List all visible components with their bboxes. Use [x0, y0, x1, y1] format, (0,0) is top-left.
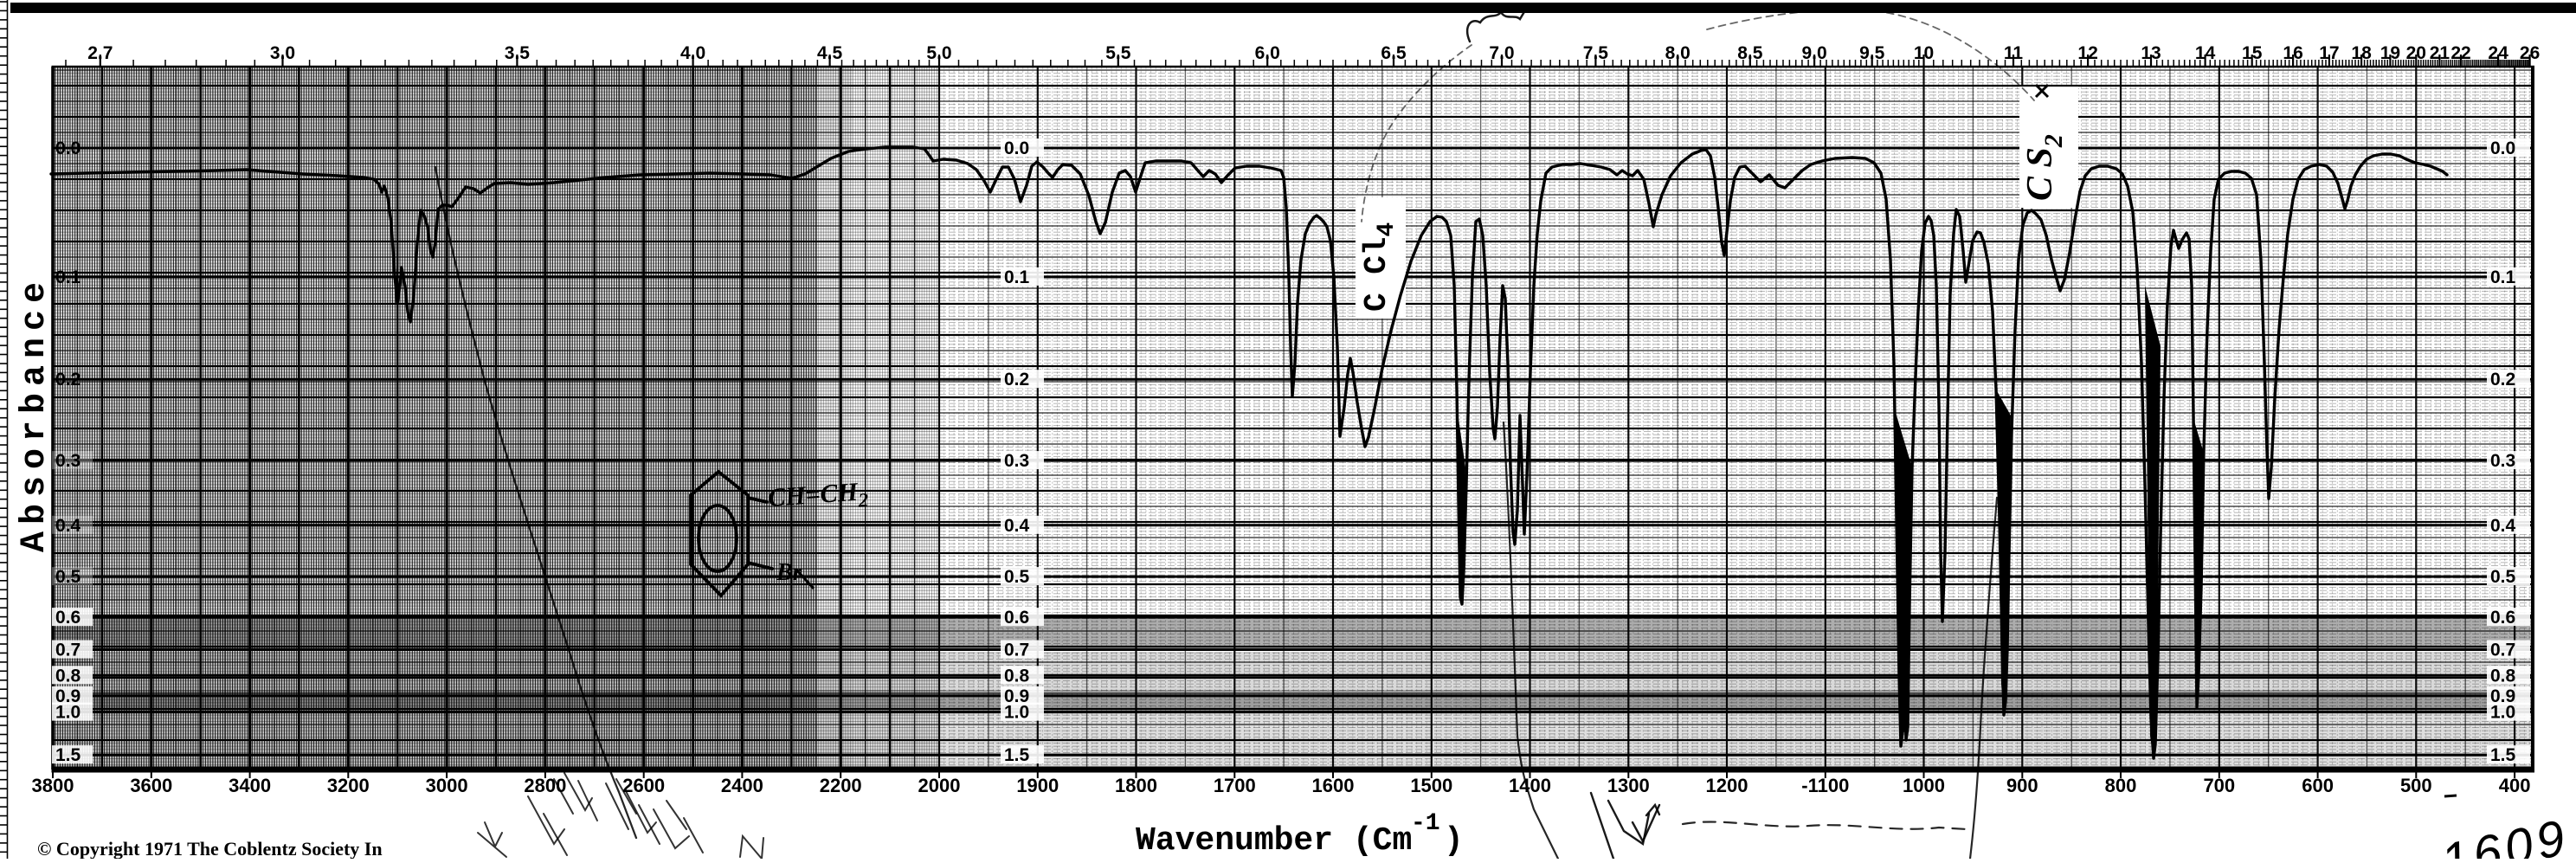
- svg-text:3.5: 3.5: [505, 43, 531, 63]
- svg-text:17: 17: [2319, 43, 2339, 63]
- svg-text:6.0: 6.0: [1255, 43, 1280, 63]
- svg-text:Absorbance: Absorbance: [16, 275, 55, 552]
- svg-text:6.5: 6.5: [1381, 43, 1407, 63]
- svg-text:C Cl4: C Cl4: [1359, 222, 1401, 312]
- svg-text:0.3: 0.3: [1004, 451, 1029, 471]
- svg-text:1000: 1000: [1903, 775, 1945, 796]
- svg-text:3000: 3000: [426, 775, 468, 796]
- svg-text:2800: 2800: [524, 775, 566, 796]
- svg-text:1.0: 1.0: [1004, 703, 1029, 723]
- svg-text:0.7: 0.7: [1004, 641, 1029, 660]
- svg-text:0.2: 0.2: [55, 370, 80, 390]
- svg-text:2.7: 2.7: [87, 43, 113, 63]
- svg-text:© Copyright 1971 The Coblentz: © Copyright 1971 The Coblentz Society In: [37, 838, 383, 859]
- svg-text:0.9: 0.9: [1004, 686, 1029, 706]
- svg-text:7.5: 7.5: [1583, 43, 1609, 63]
- svg-text:-1: -1: [1411, 810, 1440, 837]
- svg-text:1.0: 1.0: [55, 703, 80, 723]
- svg-text:1500: 1500: [1410, 775, 1452, 796]
- svg-text:26: 26: [2520, 43, 2540, 63]
- svg-text:900: 900: [2006, 775, 2038, 796]
- svg-text:5.5: 5.5: [1105, 43, 1131, 63]
- svg-text:5.0: 5.0: [926, 43, 951, 63]
- svg-text:1400: 1400: [1509, 775, 1551, 796]
- svg-text:0.8: 0.8: [55, 666, 81, 686]
- svg-text:): ): [1444, 822, 1464, 859]
- svg-text:2000: 2000: [918, 775, 961, 796]
- svg-text:2200: 2200: [820, 775, 862, 796]
- svg-text:700: 700: [2203, 775, 2235, 796]
- svg-text:0.6: 0.6: [2490, 608, 2515, 628]
- svg-text:0.6: 0.6: [1004, 608, 1029, 628]
- svg-text:0.7: 0.7: [2490, 641, 2515, 660]
- svg-text:11: 11: [2004, 43, 2024, 63]
- svg-text:0.3: 0.3: [55, 451, 80, 471]
- svg-text:14: 14: [2195, 43, 2216, 63]
- svg-text:1200: 1200: [1706, 775, 1748, 796]
- svg-text:3400: 3400: [229, 775, 271, 796]
- svg-text:1700: 1700: [1214, 775, 1256, 796]
- svg-text:0.4: 0.4: [2490, 516, 2516, 536]
- svg-text:0.9: 0.9: [2490, 686, 2515, 706]
- svg-text:-1100: -1100: [1801, 775, 1849, 796]
- svg-text:1.0: 1.0: [2490, 703, 2515, 723]
- svg-text:0.6: 0.6: [55, 608, 80, 628]
- svg-text:800: 800: [2105, 775, 2137, 796]
- svg-text:18: 18: [2351, 43, 2372, 63]
- svg-text:3600: 3600: [130, 775, 172, 796]
- svg-text:0.5: 0.5: [1004, 567, 1030, 587]
- svg-text:1800: 1800: [1115, 775, 1157, 796]
- svg-text:3800: 3800: [32, 775, 74, 796]
- svg-text:0.3: 0.3: [2490, 451, 2515, 471]
- svg-text:8.5: 8.5: [1737, 43, 1763, 63]
- svg-text:0.5: 0.5: [2490, 567, 2516, 587]
- svg-text:0.0: 0.0: [55, 138, 80, 158]
- svg-text:8.0: 8.0: [1665, 43, 1690, 63]
- svg-text:3.0: 3.0: [270, 43, 295, 63]
- svg-text:2400: 2400: [721, 775, 763, 796]
- svg-text:16: 16: [2283, 43, 2302, 63]
- svg-text:Wavenumber (Cm: Wavenumber (Cm: [1136, 822, 1412, 859]
- svg-text:4.5: 4.5: [817, 43, 843, 63]
- svg-text:600: 600: [2302, 775, 2334, 796]
- svg-text:19: 19: [2380, 43, 2400, 63]
- svg-text:0.1: 0.1: [1004, 267, 1030, 287]
- svg-text:0.8: 0.8: [1004, 666, 1030, 686]
- svg-text:0.4: 0.4: [55, 516, 81, 536]
- svg-text:1.5: 1.5: [2490, 745, 2516, 765]
- svg-text:9.5: 9.5: [1859, 43, 1885, 63]
- svg-text:0.4: 0.4: [1004, 516, 1030, 536]
- svg-text:4.0: 4.0: [680, 43, 705, 63]
- svg-text:500: 500: [2400, 775, 2432, 796]
- svg-text:1.5: 1.5: [1004, 745, 1030, 765]
- svg-text:1900: 1900: [1016, 775, 1059, 796]
- svg-text:400: 400: [2499, 775, 2531, 796]
- svg-text:10: 10: [1914, 43, 1934, 63]
- svg-text:9.0: 9.0: [1801, 43, 1826, 63]
- svg-text:13: 13: [2141, 43, 2161, 63]
- svg-text:15: 15: [2242, 43, 2263, 63]
- svg-text:21: 21: [2430, 43, 2450, 63]
- svg-text:0.2: 0.2: [1004, 370, 1029, 390]
- svg-text:20: 20: [2406, 43, 2426, 63]
- svg-text:12: 12: [2077, 43, 2097, 63]
- svg-text:0.9: 0.9: [55, 686, 80, 706]
- svg-text:7.0: 7.0: [1489, 43, 1514, 63]
- svg-text:24: 24: [2488, 43, 2508, 63]
- svg-text:0.2: 0.2: [2490, 370, 2515, 390]
- svg-text:0.0: 0.0: [1004, 138, 1029, 158]
- svg-text:22: 22: [2450, 43, 2470, 63]
- svg-text:0.5: 0.5: [55, 567, 81, 587]
- svg-text:0.1: 0.1: [2490, 267, 2516, 287]
- svg-text:2600: 2600: [622, 775, 665, 796]
- svg-text:0.8: 0.8: [2490, 666, 2516, 686]
- svg-text:0.1: 0.1: [55, 267, 81, 287]
- svg-text:0.0: 0.0: [2490, 138, 2515, 158]
- svg-text:1600: 1600: [1312, 775, 1355, 796]
- svg-text:1.5: 1.5: [55, 745, 81, 765]
- svg-text:1300: 1300: [1607, 775, 1650, 796]
- svg-text:0.7: 0.7: [55, 641, 80, 660]
- svg-text:3200: 3200: [327, 775, 370, 796]
